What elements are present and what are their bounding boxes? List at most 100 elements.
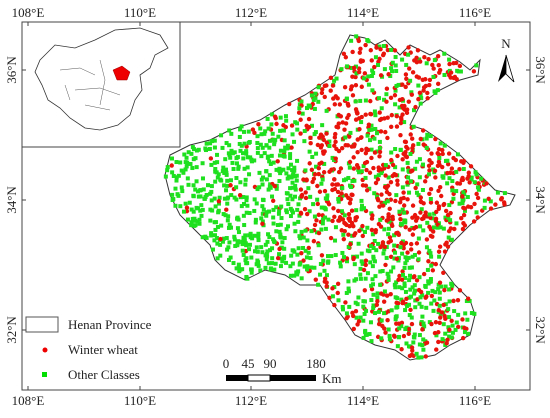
other-class-point [278,148,283,153]
other-class-point [400,207,405,212]
other-class-point [312,132,317,137]
other-class-point [256,263,261,268]
winter-wheat-point [301,177,306,182]
other-class-point [270,112,275,117]
other-class-point [305,238,310,243]
other-class-point [345,259,350,264]
other-class-point [249,157,254,162]
other-class-point [358,98,363,103]
longitude-label-bottom: 114°E [347,393,379,408]
other-class-point [388,218,393,223]
other-class-point [376,173,381,178]
other-class-point [292,165,297,170]
other-class-point [330,294,335,299]
winter-wheat-point [388,95,394,101]
winter-wheat-point [256,122,261,127]
winter-wheat-point [366,122,372,127]
other-class-point [278,128,283,133]
winter-wheat-point [443,208,449,214]
other-class-point [184,164,189,169]
other-class-point [279,204,284,209]
winter-wheat-point [298,187,304,192]
winter-wheat-point [336,121,341,126]
other-class-point [392,256,397,261]
other-class-point [310,154,315,159]
other-class-point [421,228,426,233]
other-class-point [259,154,264,159]
other-class-point [349,65,354,70]
other-class-point [411,108,416,113]
other-class-point [424,305,429,310]
other-class-point [338,260,343,265]
scale-label: 0 [223,356,230,371]
other-class-point [203,146,208,151]
other-class-point [405,160,410,165]
other-class-point [382,67,387,72]
winter-wheat-point [299,192,305,198]
other-class-point [244,195,249,200]
other-class-point [443,284,448,289]
winter-wheat-point [420,327,425,332]
other-class-point [170,192,175,197]
winter-wheat-point [364,167,369,173]
other-class-point [352,262,357,267]
other-class-point [265,116,270,121]
other-class-point [248,231,253,236]
winter-wheat-point [409,345,415,350]
other-class-point [264,213,269,218]
other-class-point [474,172,479,177]
other-class-point [204,141,209,146]
other-class-point [365,332,370,337]
other-class-point [359,198,364,203]
other-class-point [428,134,433,139]
winter-wheat-point [378,224,384,229]
other-class-point [367,186,372,191]
other-class-point [290,180,295,185]
other-class-point [253,249,258,254]
other-class-point [413,305,418,310]
winter-wheat-point [499,195,505,201]
other-class-point [244,256,249,261]
winter-wheat-point [319,143,325,148]
other-class-point [421,347,426,352]
other-class-point [382,227,387,232]
other-class-point [393,295,398,300]
other-class-point [462,208,467,213]
sample-points [163,34,507,360]
winter-wheat-point [270,198,276,203]
other-class-point [256,231,261,236]
other-class-point [437,303,442,308]
other-class-point [377,139,382,144]
other-class-point [412,253,417,258]
other-class-point [284,171,289,176]
winter-wheat-point [426,57,431,62]
other-class-point [347,165,352,170]
north-label: N [501,36,511,51]
other-class-point [311,97,316,102]
other-class-point [245,203,250,208]
winter-wheat-point [362,288,367,293]
winter-wheat-point [332,143,337,148]
other-class-point [445,181,450,186]
winter-wheat-point [346,112,351,118]
winter-wheat-point [378,47,383,52]
winter-wheat-point [429,151,434,156]
other-class-point [389,47,394,52]
winter-wheat-point [357,126,362,132]
winter-wheat-point [321,170,327,175]
winter-wheat-point [369,227,375,233]
winter-wheat-point [414,60,420,65]
other-class-point [292,139,297,144]
longitude-label-bottom: 110°E [124,393,156,408]
other-class-point [226,257,231,262]
winter-wheat-point [350,74,355,79]
other-class-point [356,241,361,246]
winter-wheat-point [445,170,450,176]
other-class-point [441,226,446,231]
other-class-point [284,227,289,232]
other-class-point [241,252,246,257]
other-class-point [214,235,219,240]
other-class-point [426,281,431,286]
winter-wheat-point [348,241,353,247]
winter-wheat-point [364,188,370,193]
